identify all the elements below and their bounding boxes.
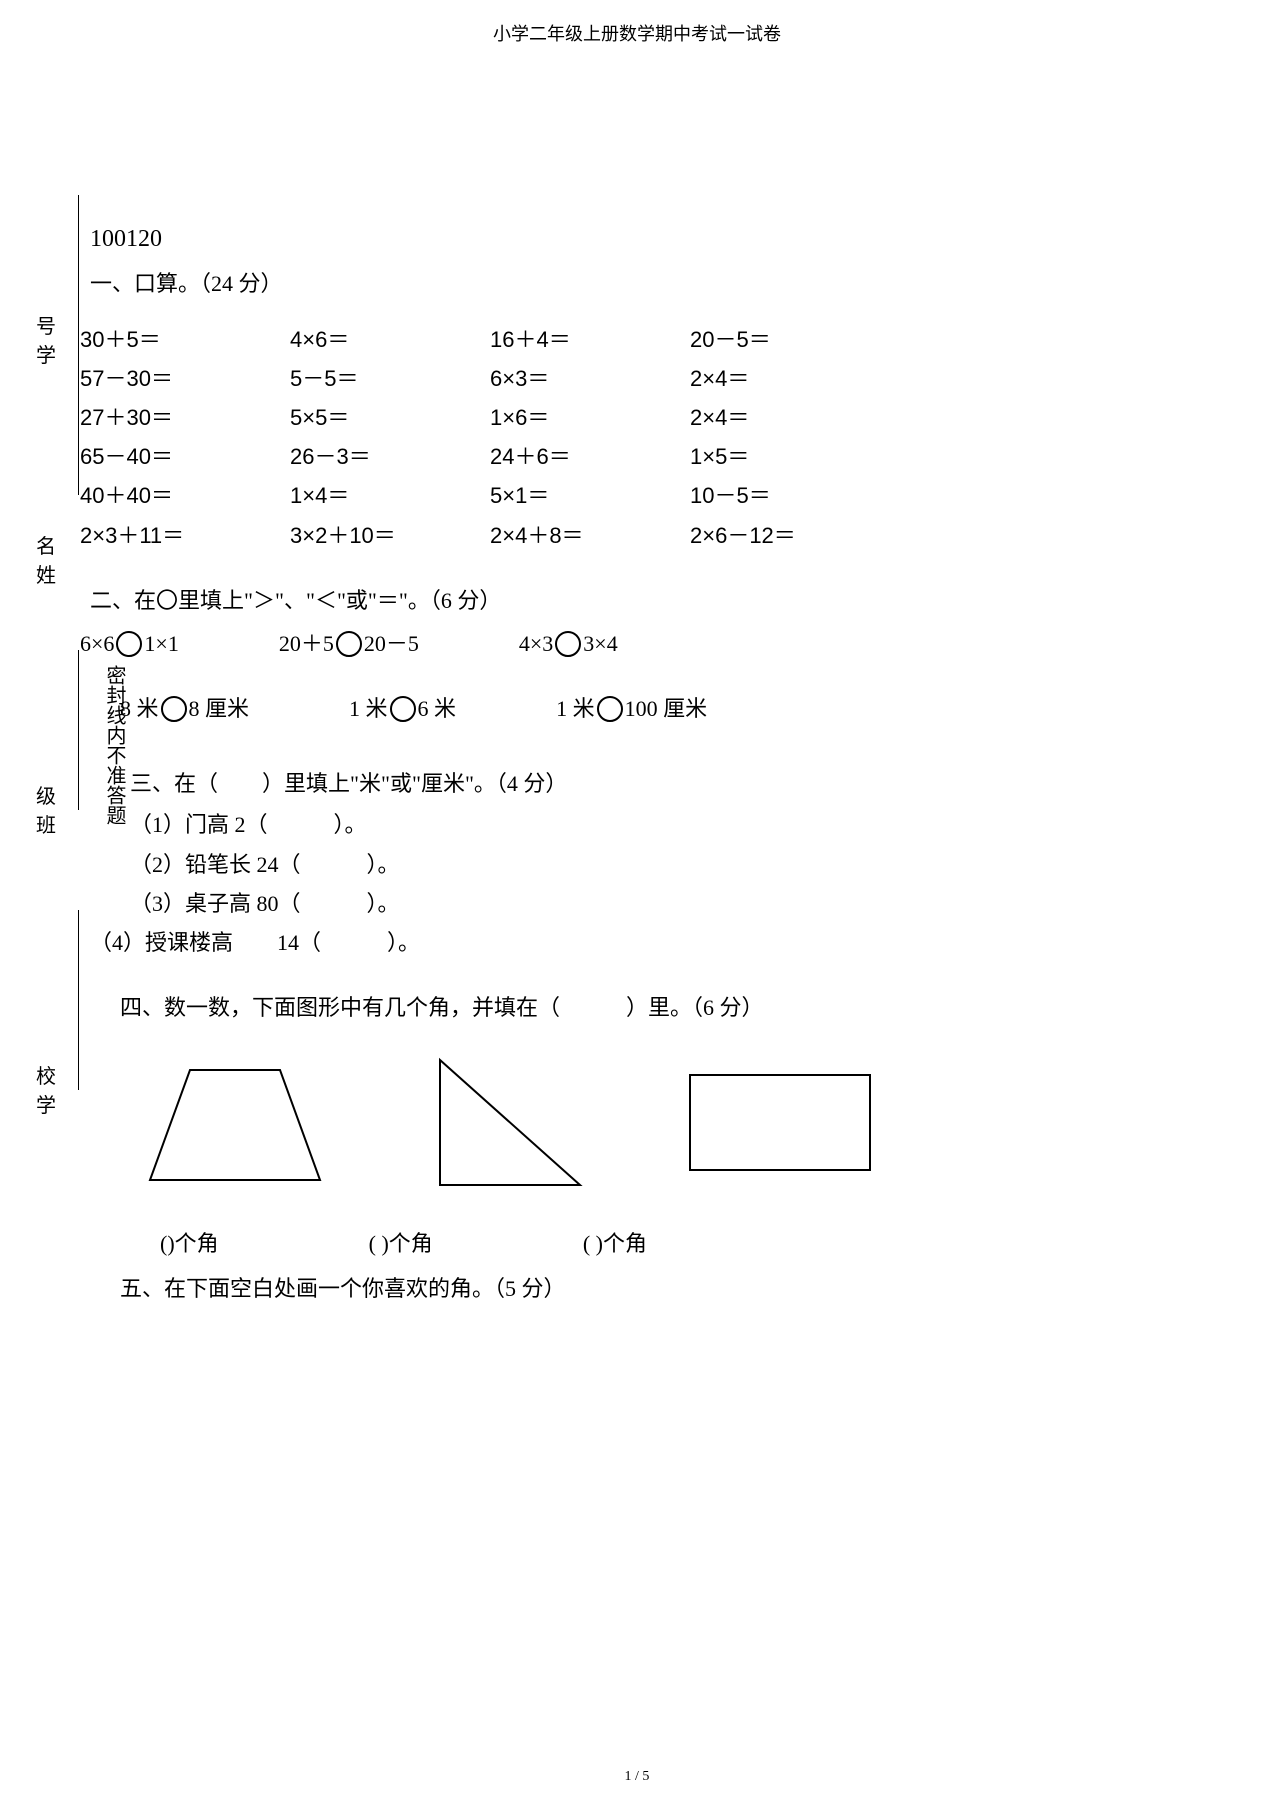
label-banji: 级 班 (36, 780, 56, 838)
page-header: 小学二年级上册数学期中考试一试卷 (0, 0, 1274, 46)
label-xingming: 名 姓 (36, 530, 56, 588)
calc-cell: 5×5＝ (290, 400, 490, 435)
main-content: 100120 一、口算。（24 分） 30＋5＝ 4×6＝ 16＋4＝ 20－5… (90, 220, 1190, 1312)
circle-blank (161, 696, 187, 722)
calc-cell: 2×4＋8＝ (490, 518, 690, 553)
shapes-row (140, 1055, 1190, 1205)
calc-cell: 30＋5＝ (80, 322, 290, 357)
top-number: 100120 (90, 220, 1190, 258)
calc-cell: 40＋40＝ (80, 478, 290, 513)
shape-label: ( )个角 (583, 1226, 647, 1261)
label-xuexiao: 校 学 (36, 1060, 56, 1118)
compare-item: 20＋520－5 (279, 626, 419, 661)
calc-cell: 65－40＝ (80, 439, 290, 474)
calc-cell: 2×3＋11＝ (80, 518, 290, 553)
shape-triangle (420, 1055, 590, 1205)
seal-line-2 (78, 650, 79, 810)
shape-trapezoid (140, 1055, 330, 1205)
calc-cell: 3×2＋10＝ (290, 518, 490, 553)
circle-blank (116, 631, 142, 657)
calc-cell: 2×6－12＝ (690, 518, 890, 553)
rectangle-icon (680, 1055, 880, 1195)
circle-blank (390, 696, 416, 722)
section-5-title: 五、在下面空白处画一个你喜欢的角。（5 分） (120, 1271, 1190, 1306)
label-hao: 学 (36, 345, 56, 367)
seal-line-3 (78, 910, 79, 1090)
section-2-title: 二、在〇里填上"＞"、"＜"或"＝"。（6 分） (90, 583, 1190, 618)
q3-line: （2）铅笔长 24（ ）。 (130, 847, 1190, 882)
compare-item: 4×33×4 (519, 626, 618, 661)
compare-item: 1 米100 厘米 (556, 691, 707, 726)
calc-cell: 57－30＝ (80, 361, 290, 396)
triangle-icon (420, 1055, 590, 1195)
calc-cell: 20－5＝ (690, 322, 890, 357)
seal-line-1 (78, 195, 79, 495)
compare-row-2: 8 米8 厘米 1 米6 米 1 米100 厘米 (120, 691, 1190, 726)
section-3-title: 三、在（ ）里填上"米"或"厘米"。（4 分） (130, 766, 1190, 801)
calc-cell: 2×4＝ (690, 361, 890, 396)
label-xue: 号 (36, 316, 56, 338)
calc-grid: 30＋5＝ 4×6＝ 16＋4＝ 20－5＝ 57－30＝ 5－5＝ 6×3＝ … (80, 322, 1190, 553)
page-footer: 1 / 5 (0, 1769, 1274, 1785)
calc-cell: 16＋4＝ (490, 322, 690, 357)
shape-rectangle (680, 1055, 880, 1205)
label-xuehao: 号 学 (36, 310, 56, 368)
shape-label: ()个角 (160, 1226, 219, 1261)
calc-cell: 24＋6＝ (490, 439, 690, 474)
section-1-title: 一、口算。（24 分） (90, 266, 1190, 301)
q3-line: （1）门高 2（ ）。 (130, 807, 1190, 842)
compare-row-1: 6×61×1 20＋520－5 4×33×4 (80, 626, 1190, 661)
calc-cell: 5×1＝ (490, 478, 690, 513)
shape-labels: ()个角 ( )个角 ( )个角 (160, 1226, 1190, 1261)
circle-blank (597, 696, 623, 722)
compare-item: 8 米8 厘米 (120, 691, 249, 726)
calc-cell: 10－5＝ (690, 478, 890, 513)
calc-cell: 4×6＝ (290, 322, 490, 357)
calc-cell: 6×3＝ (490, 361, 690, 396)
q3-lines: （1）门高 2（ ）。 （2）铅笔长 24（ ）。 （3）桌子高 80（ ）。 … (130, 807, 1190, 960)
calc-cell: 26－3＝ (290, 439, 490, 474)
compare-item: 6×61×1 (80, 626, 179, 661)
calc-cell: 1×4＝ (290, 478, 490, 513)
q3-line: （3）桌子高 80（ ）。 (130, 886, 1190, 921)
calc-cell: 2×4＝ (690, 400, 890, 435)
compare-item: 1 米6 米 (349, 691, 456, 726)
section-4-title: 四、数一数，下面图形中有几个角，并填在（ ）里。（6 分） (120, 990, 1190, 1025)
calc-cell: 1×5＝ (690, 439, 890, 474)
circle-blank (555, 631, 581, 657)
calc-cell: 27＋30＝ (80, 400, 290, 435)
shape-label: ( )个角 (369, 1226, 433, 1261)
trapezoid-icon (140, 1055, 330, 1195)
circle-blank (336, 631, 362, 657)
calc-cell: 1×6＝ (490, 400, 690, 435)
calc-cell: 5－5＝ (290, 361, 490, 396)
q3-line: （4）授课楼高 14（ ）。 (90, 925, 1190, 960)
